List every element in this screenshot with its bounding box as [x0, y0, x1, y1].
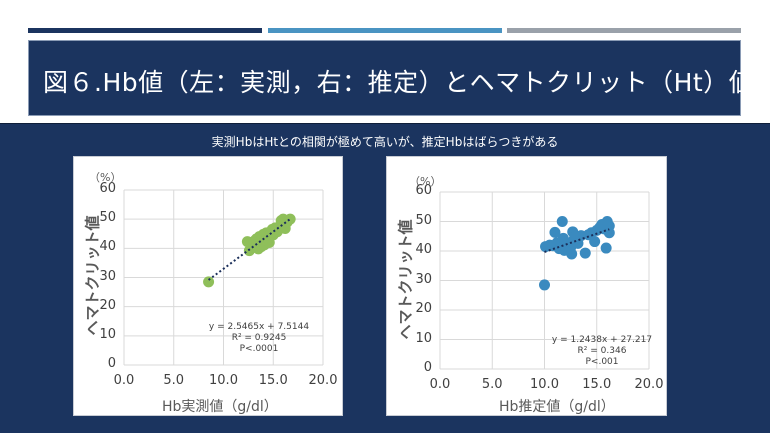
left-scatter-chart: （%） ヘマトクリット値 Hb実測値（g/dl） y = 2.5465x + 7…: [73, 156, 343, 416]
p-value-text: P<.0001: [239, 344, 279, 354]
x-tick-label: 15.0: [582, 377, 612, 392]
right-scatter-chart: （%） ヘマトクリット値 Hb推定値（g/dl） y = 1.2438x + 2…: [386, 156, 667, 416]
y-tick-label: 10: [415, 330, 432, 346]
r-squared-text: R² = 0.9245: [231, 333, 287, 343]
y-tick-label: 0: [423, 360, 432, 375]
x-axis-label: Hb推定値（g/dl）: [499, 399, 615, 415]
slide-subtitle: 実測HbはHtとの相関が極めて高いが、推定Hbはばらつきがある: [211, 135, 559, 149]
data-point: [603, 220, 615, 232]
x-axis-label: Hb実測値（g/dl）: [162, 399, 278, 415]
y-tick-label: 20: [415, 301, 432, 316]
equation-text: y = 2.5465x + 7.5144: [208, 322, 310, 332]
slide-title: 図６.Hb値（左：実測，右：推定）とヘマトクリット（Ht）値: [43, 68, 755, 97]
x-tick-label: 10.0: [530, 377, 559, 392]
y-unit-label: （%）: [409, 175, 442, 188]
p-value-text: P<.001: [585, 357, 619, 367]
trendline-equation: y = 1.2438x + 27.217 R² = 0.346 P<.001: [547, 335, 657, 368]
x-tick-label: 5.0: [163, 373, 185, 388]
data-point: [549, 226, 561, 238]
x-tick-label: 10.0: [209, 373, 238, 388]
y-tick-label: 60: [415, 183, 432, 198]
y-tick-label: 40: [99, 239, 116, 255]
y-tick-label: 20: [99, 297, 116, 313]
y-tick-label: 30: [99, 268, 116, 284]
y-tick-label: 30: [415, 271, 432, 287]
y-tick-label: 10: [99, 326, 116, 342]
accent-bar-blue: [268, 28, 502, 33]
equation-text: y = 1.2438x + 27.217: [551, 335, 653, 345]
y-tick-label: 0: [107, 356, 116, 371]
x-tick-label: 20.0: [634, 377, 664, 392]
data-point: [203, 276, 215, 288]
y-tick-label: 60: [99, 181, 116, 196]
left-plot-area: [123, 189, 324, 366]
accent-bar-navy: [28, 28, 262, 33]
data-point: [579, 247, 591, 259]
data-point: [566, 248, 578, 260]
x-tick-label: 5.0: [481, 377, 503, 392]
x-tick-label: 0.0: [113, 373, 135, 388]
y-tick-label: 40: [415, 242, 432, 257]
title-box: 図６.Hb値（左：実測，右：推定）とヘマトクリット（Ht）値: [28, 40, 754, 116]
data-point: [539, 279, 550, 291]
x-tick-label: 0.0: [429, 377, 451, 392]
y-tick-label: 50: [99, 210, 116, 226]
x-tick-label: 20.0: [308, 373, 338, 388]
y-tick-label: 50: [415, 212, 432, 228]
y-unit-label: （%）: [89, 171, 122, 184]
data-point: [284, 213, 296, 225]
x-tick-label: 15.0: [258, 373, 288, 388]
data-point: [600, 242, 612, 254]
r-squared-text: R² = 0.346: [577, 346, 627, 356]
trendline: [207, 218, 291, 281]
trendline-equation: y = 2.5465x + 7.5144 R² = 0.9245 P<.0001: [204, 322, 314, 355]
data-point: [589, 236, 601, 248]
right-plot-area: [439, 191, 650, 370]
accent-bar-gray: [507, 28, 741, 33]
data-point: [556, 216, 568, 227]
